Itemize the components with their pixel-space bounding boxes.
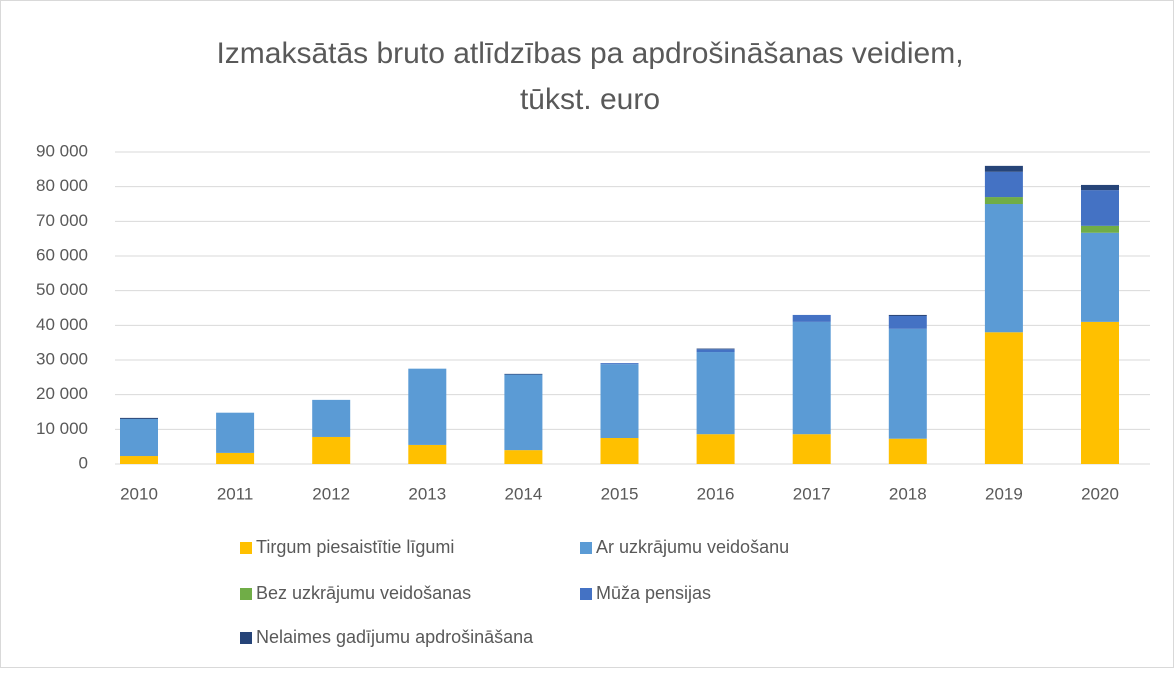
- bar-segment: [408, 368, 447, 445]
- x-tick-label: 2018: [889, 484, 927, 503]
- x-tick-label: 2017: [793, 484, 831, 503]
- bar-segment: [312, 436, 351, 464]
- bar-segment: [984, 171, 1023, 198]
- bar-segment: [696, 348, 735, 350]
- bar-segment: [1081, 190, 1119, 226]
- legend-label: Bez uzkrājumu veidošanas: [256, 583, 471, 603]
- bar-segment: [1081, 225, 1119, 233]
- x-tick-label: 2020: [1081, 484, 1119, 503]
- legend-label: Mūža pensijas: [596, 583, 711, 603]
- y-tick-label: 90 000: [36, 141, 88, 160]
- chart-title: tūkst. euro: [520, 83, 660, 116]
- bar-segment: [120, 417, 158, 419]
- legend-swatch: [240, 632, 252, 644]
- bar-segment: [984, 165, 1023, 172]
- bar-segment: [504, 374, 543, 451]
- bar-segment: [984, 204, 1023, 333]
- bar-segment: [984, 197, 1023, 204]
- legend-swatch: [580, 542, 592, 554]
- x-tick-label: 2011: [217, 484, 254, 503]
- bar-segment: [696, 434, 735, 464]
- x-tick-label: 2013: [408, 484, 446, 503]
- bar-segment: [504, 450, 543, 464]
- x-tick-label: 2014: [504, 484, 542, 503]
- y-tick-label: 20 000: [36, 384, 88, 403]
- bar-segment: [600, 363, 639, 365]
- bar-segment: [1081, 321, 1119, 464]
- y-tick-label: 80 000: [36, 176, 88, 195]
- x-tick-label: 2015: [601, 484, 639, 503]
- bar-segment: [888, 314, 927, 316]
- legend-swatch: [240, 588, 252, 600]
- legend-label: Nelaimes gadījumu apdrošināšana: [256, 627, 534, 647]
- bar-segment: [600, 364, 639, 438]
- x-tick-label: 2019: [985, 484, 1023, 503]
- bar-segment: [408, 444, 447, 464]
- bar-segment: [696, 349, 735, 353]
- y-tick-label: 0: [79, 453, 88, 472]
- bar-segment: [792, 434, 831, 464]
- bar-segment: [216, 412, 255, 453]
- x-tick-label: 2012: [312, 484, 350, 503]
- bar-segment: [984, 332, 1023, 464]
- bar-segment: [888, 315, 927, 329]
- bar-segment: [696, 352, 735, 435]
- x-tick-label: 2016: [697, 484, 735, 503]
- bar-segment: [1081, 232, 1119, 322]
- bar-segment: [888, 328, 927, 439]
- bar-segment: [792, 314, 831, 322]
- legend-label: Tirgum piesaistītie līgumi: [256, 537, 454, 557]
- y-tick-label: 60 000: [36, 245, 88, 264]
- bar-segment: [120, 456, 158, 464]
- y-tick-label: 70 000: [36, 211, 88, 230]
- bar-segment: [600, 438, 639, 464]
- bar-segment: [1081, 184, 1119, 191]
- bar-segment: [792, 321, 831, 435]
- bar-segment: [504, 373, 543, 375]
- y-tick-label: 10 000: [36, 419, 88, 438]
- bar-segment: [216, 452, 255, 464]
- bar-segment: [120, 418, 158, 457]
- y-tick-label: 40 000: [36, 315, 88, 334]
- x-tick-label: 2010: [120, 484, 158, 503]
- y-tick-label: 50 000: [36, 280, 88, 299]
- legend-swatch: [240, 542, 252, 554]
- legend-label: Ar uzkrājumu veidošanu: [596, 537, 789, 557]
- y-tick-label: 30 000: [36, 349, 88, 368]
- bar-segment: [888, 438, 927, 464]
- bar-segment: [312, 399, 351, 437]
- legend-swatch: [580, 588, 592, 600]
- chart-title: Izmaksātās bruto atlīdzības pa apdrošinā…: [216, 37, 963, 70]
